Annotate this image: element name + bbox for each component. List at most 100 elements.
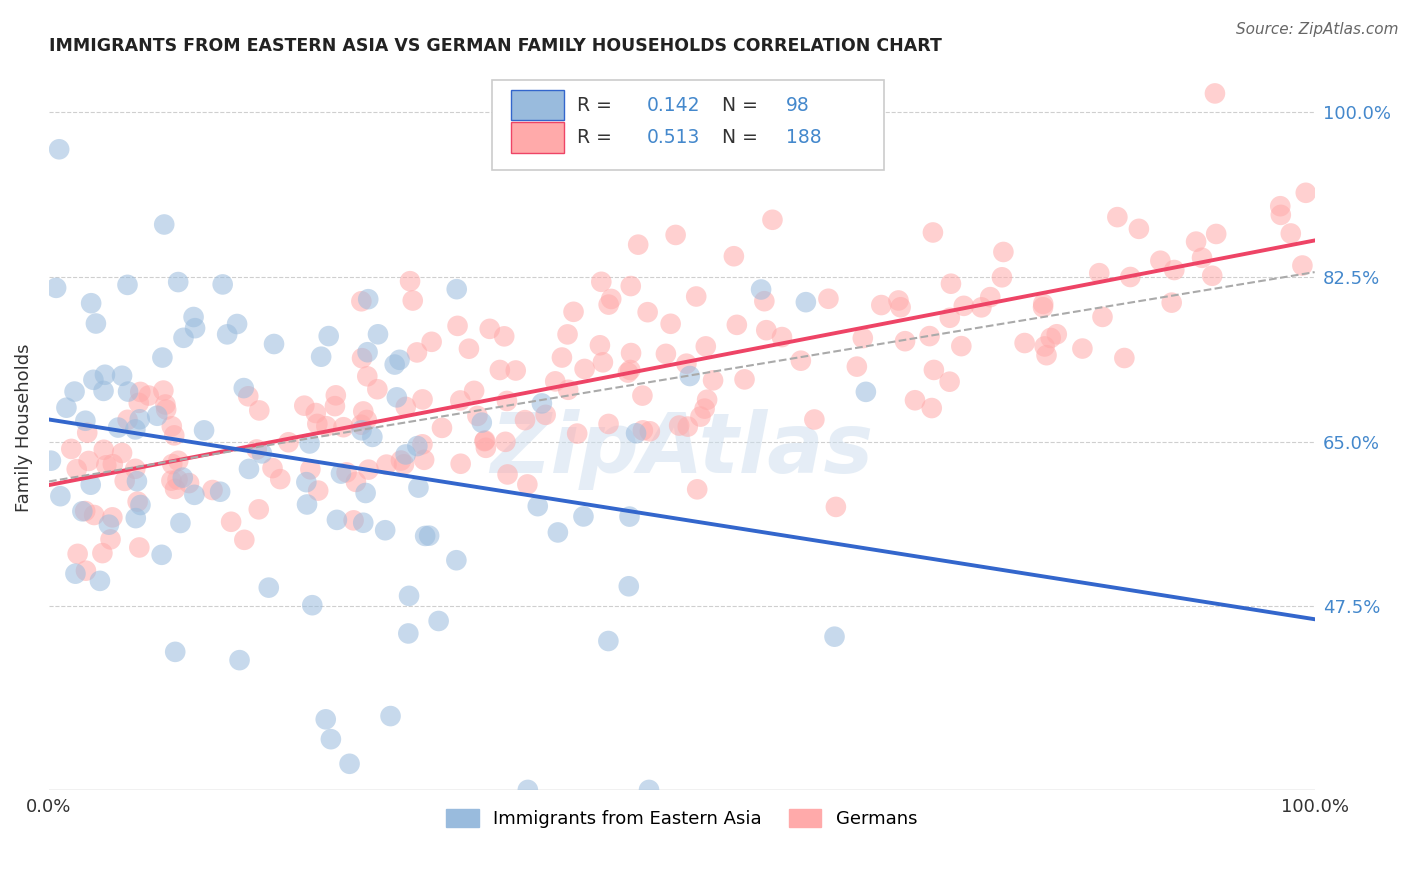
Point <box>155 397 177 411</box>
Point <box>685 289 707 303</box>
Point <box>75 564 97 578</box>
Point <box>562 305 585 319</box>
Point <box>238 462 260 476</box>
Point <box>83 508 105 522</box>
Point <box>567 426 589 441</box>
Point <box>269 472 291 486</box>
Point <box>475 441 498 455</box>
Point <box>392 458 415 472</box>
Point <box>299 462 322 476</box>
Point <box>1163 263 1185 277</box>
Point <box>693 401 716 416</box>
Point <box>350 423 373 437</box>
Point <box>93 442 115 457</box>
Point <box>1128 222 1150 236</box>
Point <box>277 435 299 450</box>
Point <box>96 458 118 473</box>
Point <box>659 317 682 331</box>
Point <box>395 400 418 414</box>
Point <box>890 300 912 314</box>
FancyBboxPatch shape <box>510 122 564 153</box>
Point <box>761 212 783 227</box>
Point <box>794 295 817 310</box>
Point <box>167 275 190 289</box>
Point <box>325 388 347 402</box>
Point <box>855 384 877 399</box>
Point <box>374 523 396 537</box>
Point <box>219 515 242 529</box>
Point <box>238 389 260 403</box>
Point <box>395 447 418 461</box>
Point <box>97 517 120 532</box>
Point <box>637 305 659 319</box>
Point <box>1035 348 1057 362</box>
Point <box>129 498 152 512</box>
Point <box>65 566 87 581</box>
Point <box>128 396 150 410</box>
Point <box>155 402 177 417</box>
Point <box>233 533 256 547</box>
Text: 188: 188 <box>786 128 821 147</box>
Text: R =: R = <box>576 128 617 147</box>
Point <box>572 509 595 524</box>
Point <box>211 277 233 292</box>
Point <box>1160 295 1182 310</box>
Point <box>48 142 70 156</box>
FancyBboxPatch shape <box>492 79 884 170</box>
Point <box>970 301 993 315</box>
Point <box>152 351 174 365</box>
Point <box>301 598 323 612</box>
Point <box>1088 266 1111 280</box>
Point <box>165 645 187 659</box>
Point <box>162 457 184 471</box>
Point <box>247 502 270 516</box>
Point <box>319 732 342 747</box>
Point <box>449 393 471 408</box>
Point <box>111 446 134 460</box>
Point <box>922 363 945 377</box>
Point <box>589 338 612 352</box>
Point <box>446 318 468 333</box>
Point <box>45 281 67 295</box>
Point <box>471 416 494 430</box>
Point <box>326 513 349 527</box>
Point <box>169 516 191 530</box>
Point <box>638 783 661 797</box>
Point <box>80 477 103 491</box>
Point <box>824 630 846 644</box>
Point <box>298 436 321 450</box>
Point <box>150 548 173 562</box>
Point <box>173 331 195 345</box>
Point <box>127 494 149 508</box>
Text: N =: N = <box>723 128 765 147</box>
Point <box>530 396 553 410</box>
Point <box>617 579 640 593</box>
Legend: Immigrants from Eastern Asia, Germans: Immigrants from Eastern Asia, Germans <box>439 801 925 835</box>
Point <box>295 498 318 512</box>
Point <box>725 318 748 332</box>
Point <box>1032 297 1054 311</box>
Point <box>1201 268 1223 283</box>
Point <box>496 467 519 482</box>
Point <box>375 458 398 472</box>
Point <box>686 483 709 497</box>
Point <box>408 481 430 495</box>
Point <box>952 299 974 313</box>
Point <box>138 388 160 402</box>
Text: R =: R = <box>576 95 617 114</box>
Point <box>1014 336 1036 351</box>
Point <box>1149 253 1171 268</box>
Point <box>385 390 408 404</box>
Point <box>689 409 711 424</box>
Point <box>357 462 380 476</box>
Point <box>918 329 941 343</box>
Point <box>516 477 538 491</box>
Point <box>63 384 86 399</box>
Point <box>655 347 678 361</box>
Point <box>124 462 146 476</box>
Point <box>1071 342 1094 356</box>
Point <box>75 414 97 428</box>
Text: 98: 98 <box>786 95 810 114</box>
Point <box>463 384 485 398</box>
Point <box>125 474 148 488</box>
